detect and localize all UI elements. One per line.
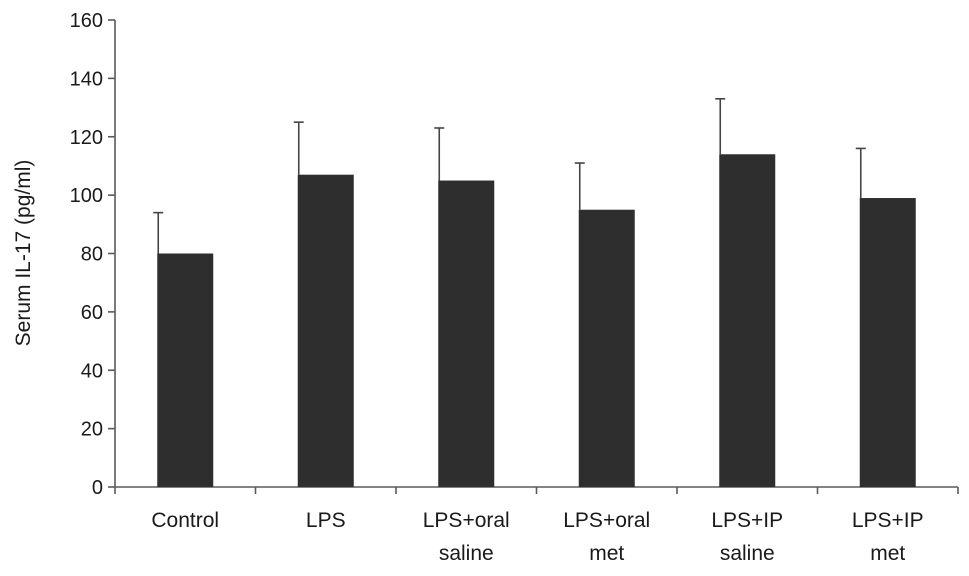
x-tick-label: Control xyxy=(151,509,219,532)
bar xyxy=(438,180,495,487)
y-tick-label: 80 xyxy=(81,244,103,266)
y-tick-label: 160 xyxy=(70,10,103,32)
y-tick-label: 120 xyxy=(70,127,103,149)
x-tick-label-line: saline xyxy=(439,542,494,565)
x-tick-label-line: LPS+oral xyxy=(423,509,510,532)
error-bars xyxy=(153,98,866,254)
x-tick-label-line: saline xyxy=(720,542,775,565)
x-tick-label: LPS xyxy=(306,509,346,532)
x-tick-label-line: LPS+IP xyxy=(711,509,783,532)
x-tick-label-line: met xyxy=(870,542,905,565)
bars xyxy=(157,154,916,487)
x-tick-label-line: LPS+oral xyxy=(563,509,650,532)
x-tick-label-line: met xyxy=(589,542,624,565)
y-tick-label: 0 xyxy=(92,477,103,499)
y-tick-label: 140 xyxy=(70,68,103,90)
x-tick-label-line: LPS+IP xyxy=(852,509,924,532)
x-tick-label: LPS+IP saline xyxy=(711,509,783,565)
bar xyxy=(157,253,214,487)
x-tick-label-line: LPS xyxy=(306,509,346,532)
bar xyxy=(859,198,916,487)
y-tick-label: 60 xyxy=(81,302,103,324)
x-axis xyxy=(114,486,959,494)
x-tick-label-line: Control xyxy=(151,509,219,532)
x-tick-label: LPS+oral met xyxy=(563,509,650,565)
bar xyxy=(297,174,354,487)
x-tick-label: LPS+oral saline xyxy=(423,509,510,565)
bar xyxy=(719,154,776,487)
y-axis-title: Serum IL-17 (pg/ml) xyxy=(12,160,35,347)
y-tick-label: 100 xyxy=(70,185,103,207)
y-axis: 0 20 40 60 80 100 120 140 160 xyxy=(70,10,116,499)
x-tick-label: LPS+IP met xyxy=(852,509,924,565)
bar xyxy=(578,209,635,487)
y-tick-label: 20 xyxy=(81,419,103,441)
y-tick-label: 40 xyxy=(81,360,103,382)
